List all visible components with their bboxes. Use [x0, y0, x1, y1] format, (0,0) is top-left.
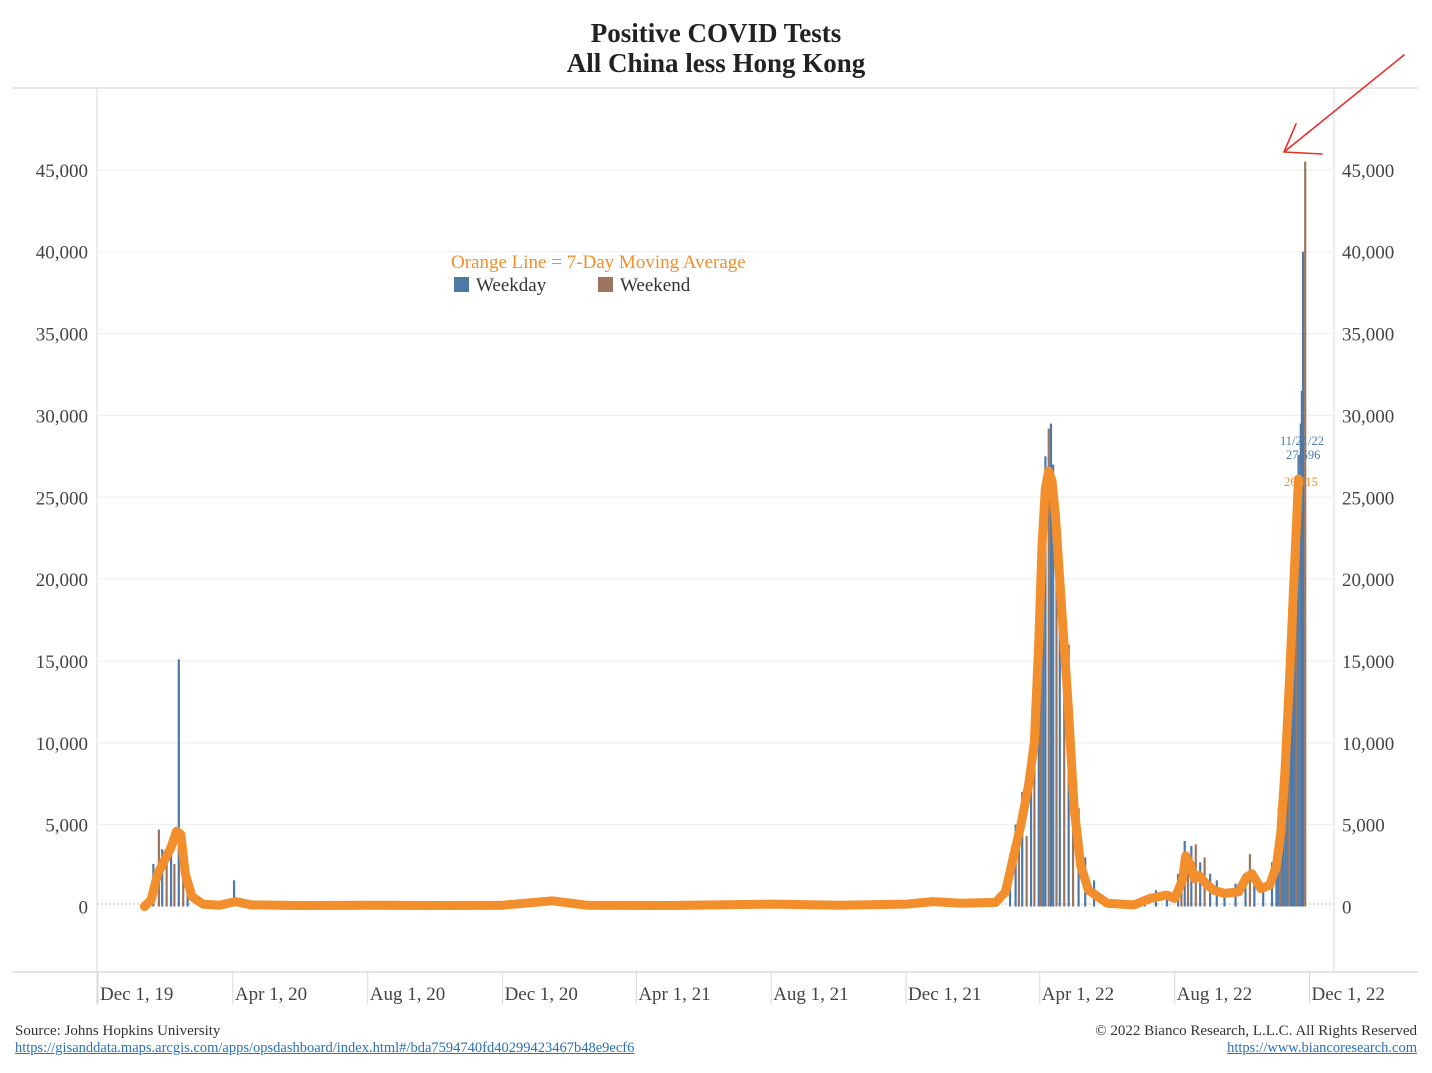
bar-weekday [1049, 423, 1053, 907]
x-tick-label: Dec 1, 20 [505, 984, 578, 1005]
y-tick-label-right: 25,000 [1342, 488, 1394, 509]
bar-weekend [1055, 513, 1058, 907]
chart-title: Positive COVID Tests [590, 18, 842, 48]
bar-weekday [1301, 251, 1305, 907]
y-tick-label-right: 0 [1342, 898, 1352, 919]
y-tick-label-left: 35,000 [36, 325, 88, 346]
bar-weekday [1294, 510, 1297, 907]
legend-weekend-swatch [598, 277, 613, 292]
bar-weekday [1044, 456, 1047, 907]
bar-weekday [1244, 881, 1247, 907]
source-text: Source: Johns Hopkins University [15, 1023, 221, 1039]
source-link[interactable]: https://gisanddata.maps.arcgis.com/apps/… [15, 1040, 635, 1056]
bar-weekday [1037, 685, 1040, 907]
y-tick-label-left: 25,000 [36, 488, 88, 509]
y-tick-label-right: 35,000 [1342, 325, 1394, 346]
bar-weekend [165, 863, 168, 907]
bar-weekday [1262, 886, 1265, 907]
legend-weekend-label: Weekend [620, 275, 691, 296]
bar-weekday [1293, 513, 1296, 907]
y-tick-label-right: 40,000 [1342, 243, 1394, 264]
bar-weekday [1052, 464, 1055, 907]
y-tick-label-left: 40,000 [36, 243, 88, 264]
bar-weekday [1253, 873, 1256, 907]
y-tick-label-left: 30,000 [36, 406, 88, 427]
y-tick-label-left: 15,000 [36, 652, 88, 673]
bar-weekend [1033, 736, 1036, 907]
bar-weekday [1199, 862, 1202, 907]
y-tick-label-right: 5,000 [1342, 816, 1385, 837]
legend-weekday-label: Weekday [476, 275, 547, 296]
bar-weekday [1299, 423, 1302, 907]
y-tick-label-left: 10,000 [36, 734, 88, 755]
y-tick-label-right: 15,000 [1342, 652, 1394, 673]
bar-weekday [1297, 454, 1300, 907]
moving-average-line [139, 466, 1303, 911]
legend-weekday-swatch [454, 277, 469, 292]
annotation-date: 11/21/22 [1280, 434, 1324, 448]
y-tick-label-left: 45,000 [36, 161, 88, 182]
bar-weekend [182, 873, 185, 907]
chart-subtitle: All China less Hong Kong [566, 48, 866, 78]
bar-weekday [232, 880, 236, 907]
x-tick-label: Dec 1, 21 [908, 984, 981, 1005]
x-tick-label: Aug 1, 22 [1177, 984, 1252, 1005]
y-tick-label-left: 0 [79, 898, 89, 919]
bar-weekend [1287, 711, 1290, 907]
x-tick-label: Apr 1, 21 [638, 984, 710, 1005]
bar-weekday [1290, 613, 1294, 907]
bar-weekday [1284, 767, 1287, 907]
y-tick-label-left: 5,000 [45, 816, 88, 837]
bar-weekday [1021, 791, 1024, 907]
x-tick-label: Dec 1, 22 [1312, 984, 1385, 1005]
site-link[interactable]: https://www.biancoresearch.com [1227, 1040, 1417, 1056]
bar-weekday [161, 849, 164, 907]
y-tick-label-right: 10,000 [1342, 734, 1394, 755]
annotation-bar-value: 27,596 [1286, 448, 1320, 462]
y-tick-label-right: 45,000 [1342, 161, 1394, 182]
bar-weekday [177, 659, 180, 907]
bar-weekend [173, 863, 176, 907]
y-tick-label-left: 20,000 [36, 570, 88, 591]
legend-ma-note: Orange Line = 7-Day Moving Average [451, 252, 746, 273]
bar-weekend [1186, 854, 1190, 907]
x-tick-label: Dec 1, 19 [100, 984, 173, 1005]
bar-weekday [1058, 562, 1061, 907]
y-tick-label-right: 20,000 [1342, 570, 1394, 591]
x-tick-label: Apr 1, 20 [235, 984, 307, 1005]
bar-weekday [1223, 890, 1226, 907]
bar-weekday [1029, 759, 1033, 907]
bar-weekend [1025, 836, 1028, 907]
bar-weekday [1289, 644, 1292, 907]
bar-weekend [1295, 507, 1298, 907]
bar-weekday [1286, 734, 1289, 907]
bar-weekend [1063, 595, 1066, 907]
x-tick-label: Aug 1, 21 [773, 984, 848, 1005]
x-tick-label: Aug 1, 20 [370, 984, 445, 1005]
y-tick-label-right: 30,000 [1342, 406, 1394, 427]
bar-weekend [1017, 827, 1021, 907]
bar-weekday [1042, 502, 1045, 907]
x-tick-label: Apr 1, 22 [1042, 984, 1114, 1005]
bar-weekend [1047, 428, 1050, 907]
bar-weekday [1300, 390, 1303, 907]
bar-weekday [186, 890, 189, 907]
copyright-text: © 2022 Bianco Research, L.L.C. All Right… [1095, 1023, 1417, 1039]
annotation-ma-value: 26,115 [1284, 475, 1318, 489]
bar-weekend [1304, 161, 1307, 907]
red-arrow-annotation [1283, 54, 1405, 155]
bar-weekend [1248, 854, 1252, 907]
bar-weekday [169, 842, 173, 907]
bar-weekend [1039, 530, 1043, 907]
